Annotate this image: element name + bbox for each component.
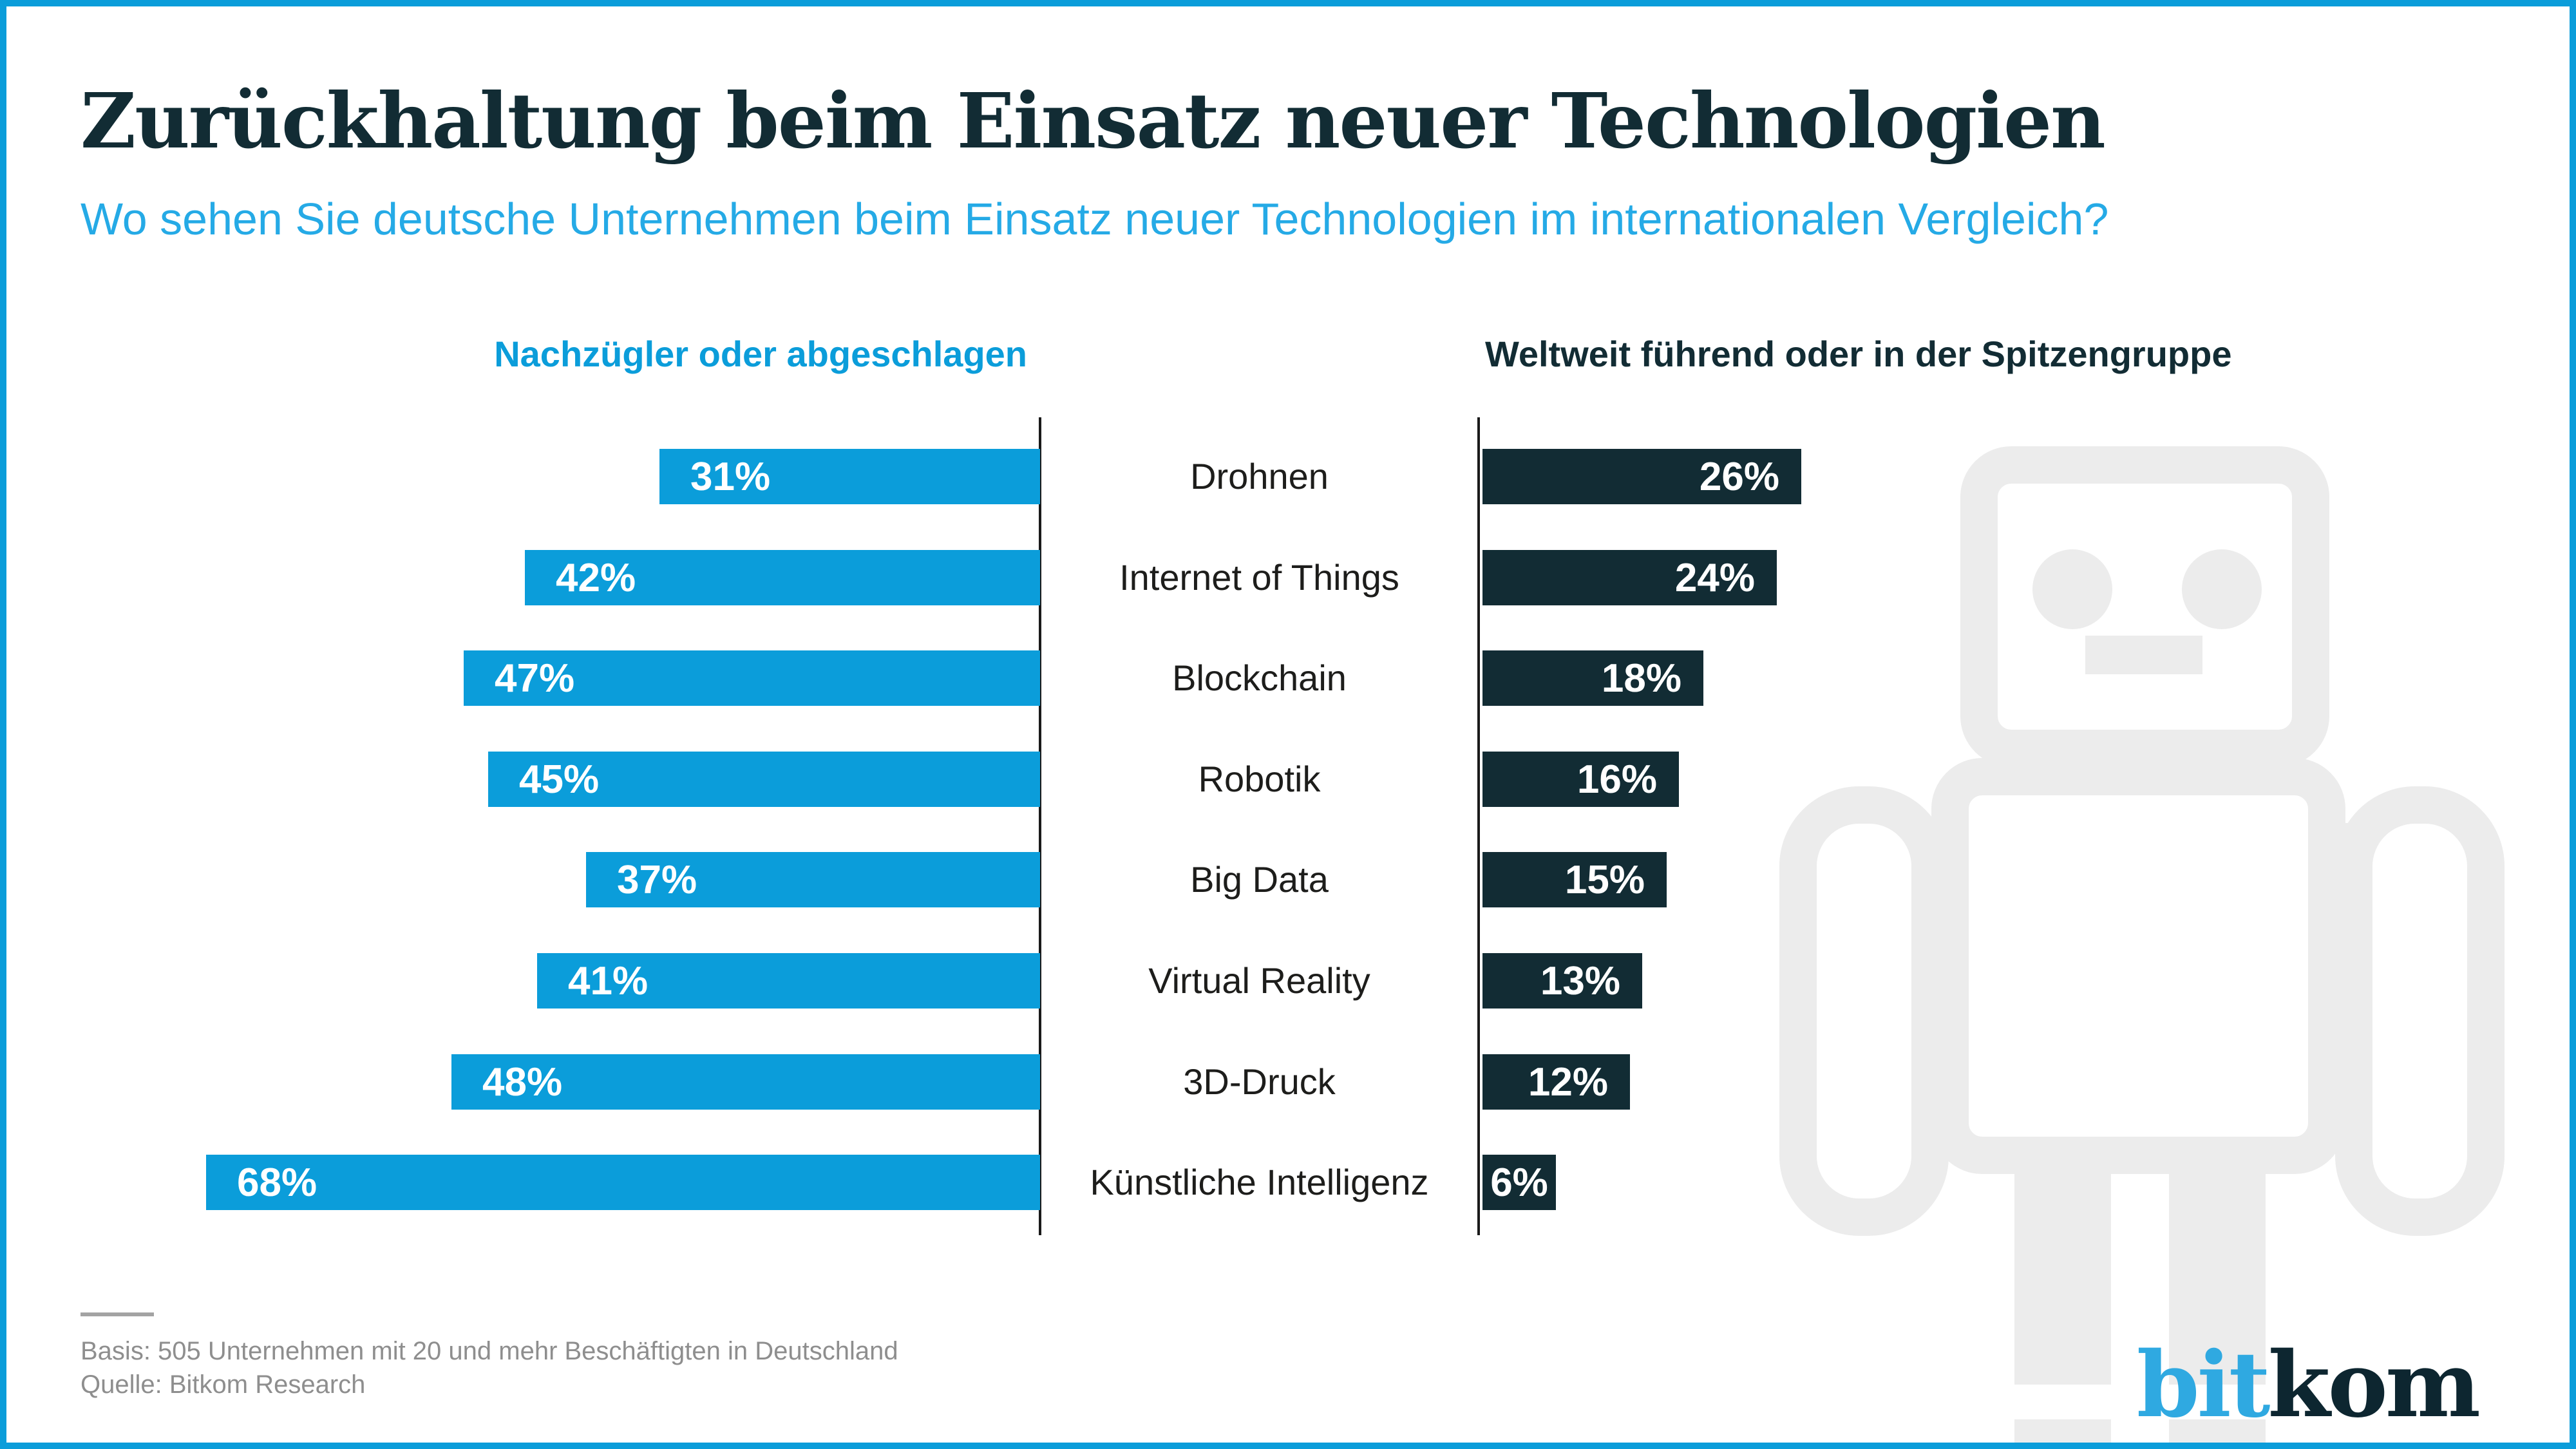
category-label-6: 3D-Druck (1183, 1061, 1336, 1102)
robot-connector-right (2325, 1051, 2356, 1086)
bar-left-6: 48% (451, 1054, 1040, 1110)
footer-basis: Basis: 505 Unternehmen mit 20 und mehr B… (80, 1337, 898, 1365)
bar-right-3: 16% (1482, 752, 1679, 807)
bar-right-5: 13% (1482, 953, 1642, 1009)
legend-right-series: Weltweit führend oder in der Spitzengrup… (1485, 334, 2232, 374)
footer-source: Basis: 505 Unternehmen mit 20 und mehr B… (80, 1334, 898, 1401)
bar-value-right-5: 13% (1540, 958, 1620, 1003)
category-label-0: Drohnen (1190, 456, 1329, 497)
bar-value-right-3: 16% (1577, 757, 1657, 802)
bar-value-left-4: 37% (617, 857, 697, 902)
bar-value-left-6: 48% (482, 1059, 563, 1104)
bar-value-left-0: 31% (690, 454, 771, 499)
bar-value-right-6: 12% (1528, 1059, 1608, 1104)
category-label-7: Künstliche Intelligenz (1090, 1162, 1429, 1202)
robot-eye-right (2182, 549, 2262, 629)
category-label-2: Blockchain (1172, 658, 1347, 698)
robot-shoulder-right (2325, 823, 2356, 858)
bar-value-right-2: 18% (1601, 656, 1681, 701)
bar-right-7: 6% (1482, 1155, 1556, 1210)
bar-left-2: 47% (464, 650, 1040, 706)
robot-eye-left (2032, 549, 2112, 629)
footer-quelle: Quelle: Bitkom Research (80, 1370, 366, 1399)
bar-right-1: 24% (1482, 550, 1777, 605)
axis-left (1039, 417, 1041, 1235)
category-label-4: Big Data (1190, 859, 1329, 900)
bitkom-logo-bit: bit (2136, 1332, 2271, 1438)
bar-value-right-7: 6% (1490, 1160, 1548, 1205)
bar-value-right-1: 24% (1674, 555, 1755, 600)
bar-left-0: 31% (659, 449, 1040, 504)
bar-left-5: 41% (537, 953, 1040, 1009)
bar-value-left-5: 41% (568, 958, 649, 1003)
robot-shoulder-left (1927, 823, 1953, 858)
bar-left-1: 42% (525, 550, 1040, 605)
legend-left-series: Nachzügler oder abgeschlagen (494, 334, 1027, 374)
footer-divider (80, 1312, 154, 1316)
category-label-3: Robotik (1198, 759, 1321, 799)
bar-right-6: 12% (1482, 1054, 1630, 1110)
bar-right-2: 18% (1482, 650, 1703, 706)
bar-left-4: 37% (586, 852, 1040, 907)
robot-neck (2111, 748, 2181, 779)
category-label-5: Virtual Reality (1148, 960, 1370, 1001)
bar-left-7: 68% (206, 1155, 1040, 1210)
bar-value-right-4: 15% (1564, 857, 1645, 902)
axis-right (1477, 417, 1480, 1235)
robot-body (1931, 758, 2345, 1174)
robot-head (1960, 446, 2329, 767)
page-title: Zurückhaltung beim Einsatz neuer Technol… (80, 76, 2106, 166)
page-subtitle: Wo sehen Sie deutsche Unternehmen beim E… (80, 194, 2109, 244)
bitkom-logo-kom: kom (2268, 1332, 2481, 1438)
bar-value-left-7: 68% (237, 1160, 317, 1205)
bar-value-left-2: 47% (495, 656, 575, 701)
robot-mouth (2085, 636, 2202, 674)
robot-watermark-icon (1779, 446, 2505, 1443)
robot-arm-left (1779, 786, 1949, 1236)
robot-connector-left (1927, 1051, 1953, 1086)
bar-left-3: 45% (488, 752, 1040, 807)
bar-value-right-0: 26% (1699, 454, 1779, 499)
bar-right-0: 26% (1482, 449, 1801, 504)
robot-arm-right (2335, 786, 2505, 1236)
bar-value-left-1: 42% (556, 555, 636, 600)
category-label-1: Internet of Things (1119, 557, 1399, 598)
bar-value-left-3: 45% (519, 757, 600, 802)
bitkom-logo: bitkom (2137, 1337, 2481, 1434)
bar-right-4: 15% (1482, 852, 1667, 907)
